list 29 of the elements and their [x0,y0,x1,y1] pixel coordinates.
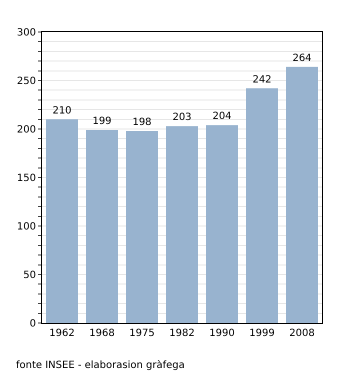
bar [246,88,278,323]
bar [206,125,238,323]
x-tick-label: 1982 [169,328,195,339]
y-tick-label: 0 [30,318,36,330]
x-tick-label: 1990 [209,328,235,339]
data-label: 198 [132,116,152,128]
data-label: 203 [172,112,192,124]
y-tick-label: 300 [16,28,36,38]
bar [286,66,318,323]
y-tick-label: 200 [16,124,36,136]
data-label: 199 [92,116,112,127]
bar [126,130,158,323]
bar [166,126,198,323]
x-tick-label: 2008 [289,328,315,339]
x-tick-label: 1968 [89,328,115,339]
y-tick-label: 250 [16,76,36,87]
x-tick-label: 1975 [129,328,155,339]
y-tick-label: 100 [16,222,36,232]
bar [86,130,118,323]
data-label: 204 [212,111,232,122]
data-label: 264 [292,52,312,64]
data-label: 210 [52,105,72,116]
x-tick-label: 1999 [249,328,275,339]
x-tick-label: 1962 [49,328,75,339]
source-note: fonte INSEE - elaborasion gràfega [16,360,185,371]
bar [46,119,78,323]
y-tick-label: 50 [23,270,36,281]
y-tick-label: 150 [16,173,36,184]
data-label: 242 [252,74,272,86]
